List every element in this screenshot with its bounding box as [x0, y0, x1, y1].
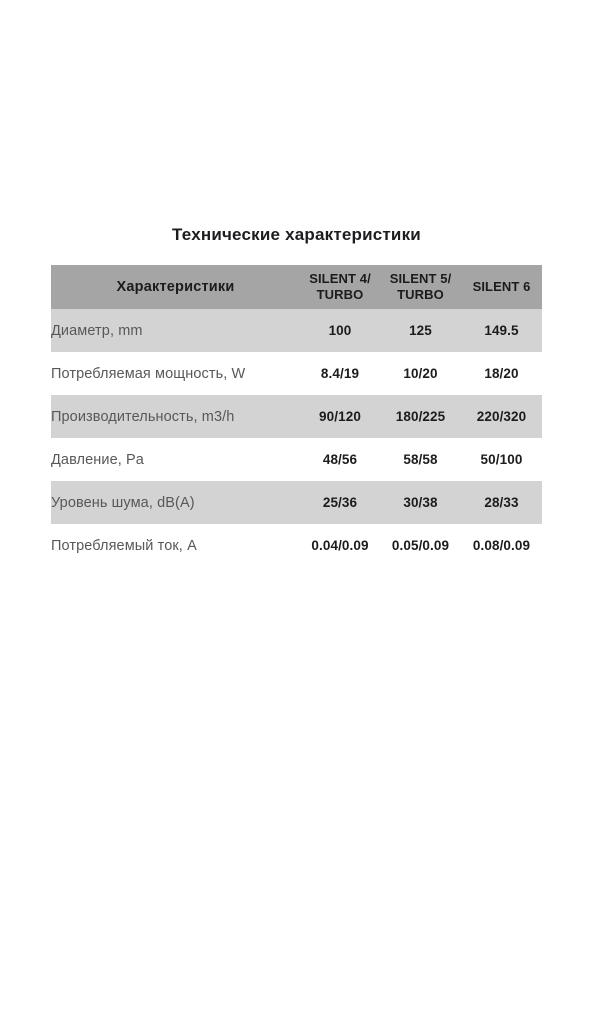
- column-header-silent6: SILENT 6: [461, 265, 542, 309]
- column-header-characteristics: Характеристики: [51, 265, 300, 309]
- cell-value: 30/38: [403, 495, 438, 510]
- cell-value: 28/33: [484, 495, 519, 510]
- table-row: Потребляемый ток, A 0.04/0.09 0.05/0.09 …: [51, 524, 542, 567]
- cell-value: 48/56: [322, 452, 358, 467]
- cell-value: 220/320: [476, 409, 527, 424]
- specs-table: Характеристики SILENT 4/ TURBO SILENT 5/…: [51, 265, 542, 567]
- row-label-diameter: Диаметр, mm: [51, 322, 143, 339]
- cell-value: 50/100: [480, 452, 523, 467]
- table-row: Давление, Pa 48/56 58/58 50/100: [51, 438, 542, 481]
- table-row: Потребляемая мощность, W 8.4/19 10/20 18…: [51, 352, 542, 395]
- cell-value: 125: [409, 323, 432, 338]
- column-header-silent4-turbo: SILENT 4/ TURBO: [300, 265, 380, 309]
- row-label-noise-level: Уровень шума, dB(A): [51, 494, 195, 511]
- cell-value: 0.08/0.09: [472, 538, 531, 553]
- row-label-power: Потребляемая мощность, W: [51, 365, 246, 382]
- cell-value: 0.05/0.09: [391, 538, 450, 553]
- cell-value: 0.04/0.09: [311, 538, 369, 553]
- cell-value: 90/120: [319, 409, 361, 424]
- page-title: Технические характеристики: [172, 225, 421, 244]
- cell-value: 10/20: [403, 366, 438, 381]
- column-header-silent5-turbo: SILENT 5/ TURBO: [380, 265, 461, 309]
- table-row: Уровень шума, dB(A) 25/36 30/38 28/33: [51, 481, 542, 524]
- cell-value: 100: [328, 323, 352, 338]
- cell-value: 149.5: [484, 323, 519, 338]
- cell-value: 8.4/19: [320, 366, 360, 381]
- table-row: Диаметр, mm 100 125 149.5: [51, 309, 542, 352]
- cell-value: 25/36: [322, 495, 358, 510]
- cell-value: 18/20: [484, 366, 519, 381]
- row-label-pressure: Давление, Pa: [51, 451, 144, 468]
- cell-value: 180/225: [395, 409, 446, 424]
- cell-value: 58/58: [403, 452, 438, 467]
- row-label-current: Потребляемый ток, A: [51, 537, 197, 554]
- table-header-row: Характеристики SILENT 4/ TURBO SILENT 5/…: [51, 265, 542, 309]
- row-label-performance: Производительность, m3/h: [51, 408, 235, 425]
- table-row: Производительность, m3/h 90/120 180/225 …: [51, 395, 542, 438]
